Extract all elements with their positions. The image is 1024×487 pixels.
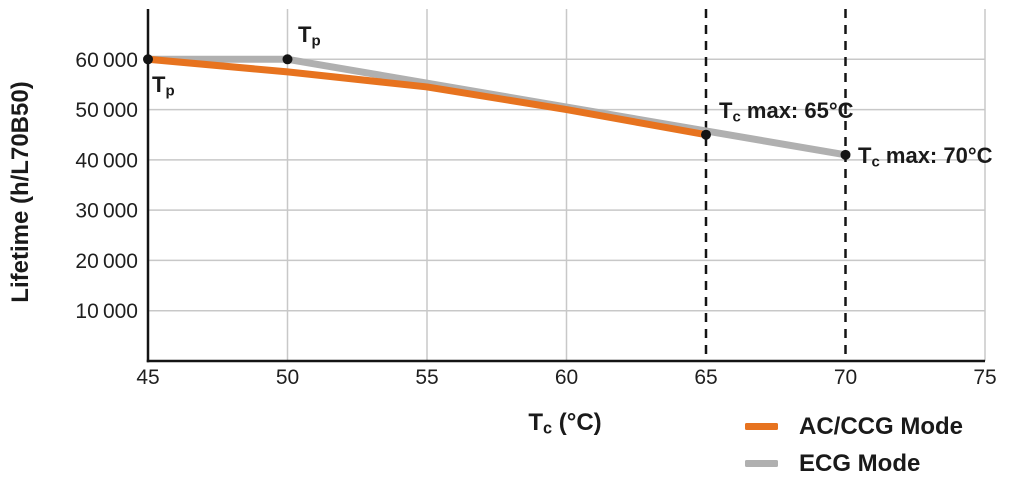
legend: AC/CCG Mode ECG Mode — [745, 413, 963, 487]
y-tick-label: 60 000 — [75, 49, 138, 72]
legend-label-accg-mode: AC/CCG Mode — [799, 412, 963, 440]
y-tick-label: 20 000 — [75, 250, 138, 273]
legend-item-accg-mode: AC/CCG Mode — [745, 413, 963, 440]
annotation-tc-max-70: Tc max: 70°C — [858, 143, 993, 171]
x-axis-title-main: T — [528, 409, 543, 436]
annotation-tp-45: Tp — [152, 72, 175, 100]
y-tick-label: 30 000 — [75, 200, 138, 223]
data-point — [701, 129, 711, 140]
y-tick-label: 10 000 — [75, 300, 138, 323]
x-axis-title: Tc (°C) — [528, 409, 601, 437]
x-tick-label: 60 — [555, 366, 578, 389]
x-tick-label: 75 — [973, 366, 996, 389]
series-line-ac-ccg-mode — [147, 55, 707, 139]
x-tick-label: 65 — [694, 366, 717, 389]
y-axis-title: Lifetime (h/L70B50) — [7, 81, 35, 302]
data-point — [282, 54, 293, 65]
data-point — [840, 149, 851, 160]
legend-swatch-ecg-mode — [745, 460, 778, 467]
annotation-tc-max-65: Tc max: 65°C — [719, 98, 854, 126]
x-tick-label: 55 — [415, 366, 438, 389]
legend-swatch-accg-mode — [745, 423, 778, 430]
x-axis-title-sub: c — [543, 419, 553, 438]
x-axis-title-unit: (°C) — [552, 409, 602, 436]
annotation-tp-50: Tp — [298, 22, 321, 50]
y-tick-label: 50 000 — [75, 99, 138, 122]
y-tick-label: 40 000 — [75, 149, 138, 172]
legend-label-ecg-mode: ECG Mode — [799, 449, 921, 477]
data-point — [143, 54, 153, 65]
y-axis-title-text: Lifetime (h/L70B50) — [7, 81, 34, 303]
x-tick-label: 70 — [834, 366, 857, 389]
legend-item-ecg-mode: ECG Mode — [745, 450, 963, 477]
x-tick-label: 45 — [136, 366, 159, 389]
x-tick-label: 50 — [276, 366, 299, 389]
